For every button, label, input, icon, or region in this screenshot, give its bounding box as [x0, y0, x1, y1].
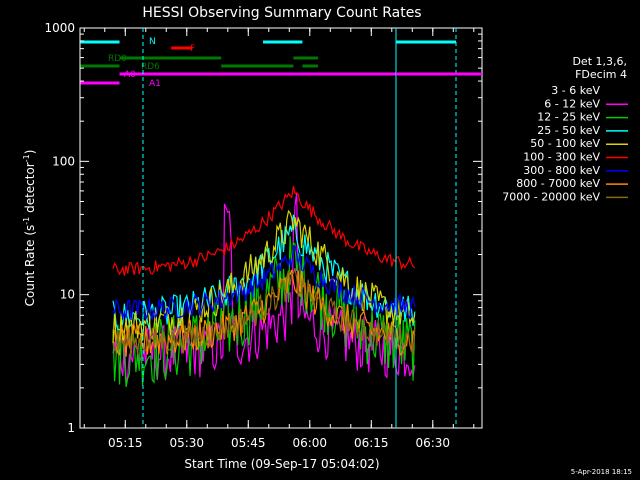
x-tick-label: 05:15	[108, 436, 143, 450]
x-tick-label: 06:30	[415, 436, 450, 450]
flag-label-n: N	[149, 37, 156, 47]
flag-label-rd6: RD6	[141, 62, 160, 72]
y-axis-label-part3: )	[23, 150, 37, 155]
legend-label-7: 800 - 7000 keV	[516, 177, 600, 190]
plot-frame	[79, 27, 483, 429]
x-tick-label: 05:30	[169, 436, 204, 450]
footer-date: 5-Apr-2018 18:15	[571, 468, 632, 476]
y-tick-label: 1	[67, 421, 75, 435]
flag-label-a0: A0	[124, 70, 136, 80]
x-axis-label: Start Time (09-Sep-17 05:04:02)	[184, 457, 379, 471]
x-tick-label: 05:45	[231, 436, 266, 450]
y-axis-label: Count Rate (s-1 detector-1)	[22, 150, 37, 307]
legend-label-6: 300 - 800 keV	[523, 164, 600, 177]
x-tick-label: 06:00	[292, 436, 327, 450]
legend-title-line2: FDecim 4	[575, 68, 627, 81]
series-layer	[112, 185, 416, 388]
y-axis-label-sup1: -1	[22, 217, 31, 225]
flags-layer: N F RD0 RD6 A0 A1	[80, 28, 482, 428]
y-axis-label-part1: Count Rate (s	[23, 225, 37, 307]
x-tick-label: 06:15	[354, 436, 389, 450]
legend-label-8: 7000 - 20000 keV	[502, 190, 600, 203]
legend-label-4: 50 - 100 keV	[530, 137, 600, 150]
series-line-6	[112, 245, 416, 321]
legend-label-2: 12 - 25 keV	[537, 111, 600, 124]
x-axis: 05:15 05:30 05:45 06:00 06:15 06:30	[83, 28, 475, 450]
chart-title: HESSI Observing Summary Count Rates	[142, 5, 421, 21]
y-tick-label: 1000	[44, 21, 75, 35]
legend-label-3: 25 - 50 keV	[537, 124, 600, 137]
y-tick-label: 100	[52, 154, 75, 168]
legend-title-line1: Det 1,3,6,	[572, 55, 627, 68]
flag-label-rd0: RD0	[108, 54, 127, 64]
y-tick-label: 10	[60, 288, 75, 302]
series-line-4	[112, 209, 416, 344]
flag-label-a1: A1	[149, 79, 161, 89]
legend-label-1: 6 - 12 keV	[544, 97, 600, 110]
y-axis-label-part2: detector	[23, 162, 37, 217]
legend-label-5: 100 - 300 keV	[523, 151, 600, 164]
y-axis: 1 10 100 1000	[44, 21, 482, 435]
series-line-8	[112, 268, 416, 357]
legend-label-0: 3 - 6 keV	[551, 84, 600, 97]
y-axis-label-sup2: -1	[22, 154, 31, 162]
series-line-5	[112, 185, 416, 276]
plot-area: N F RD0 RD6 A0 A1 05:15 05:30 05:45 06:00 06:15 06…	[44, 21, 483, 450]
flag-label-f: F	[190, 44, 195, 54]
